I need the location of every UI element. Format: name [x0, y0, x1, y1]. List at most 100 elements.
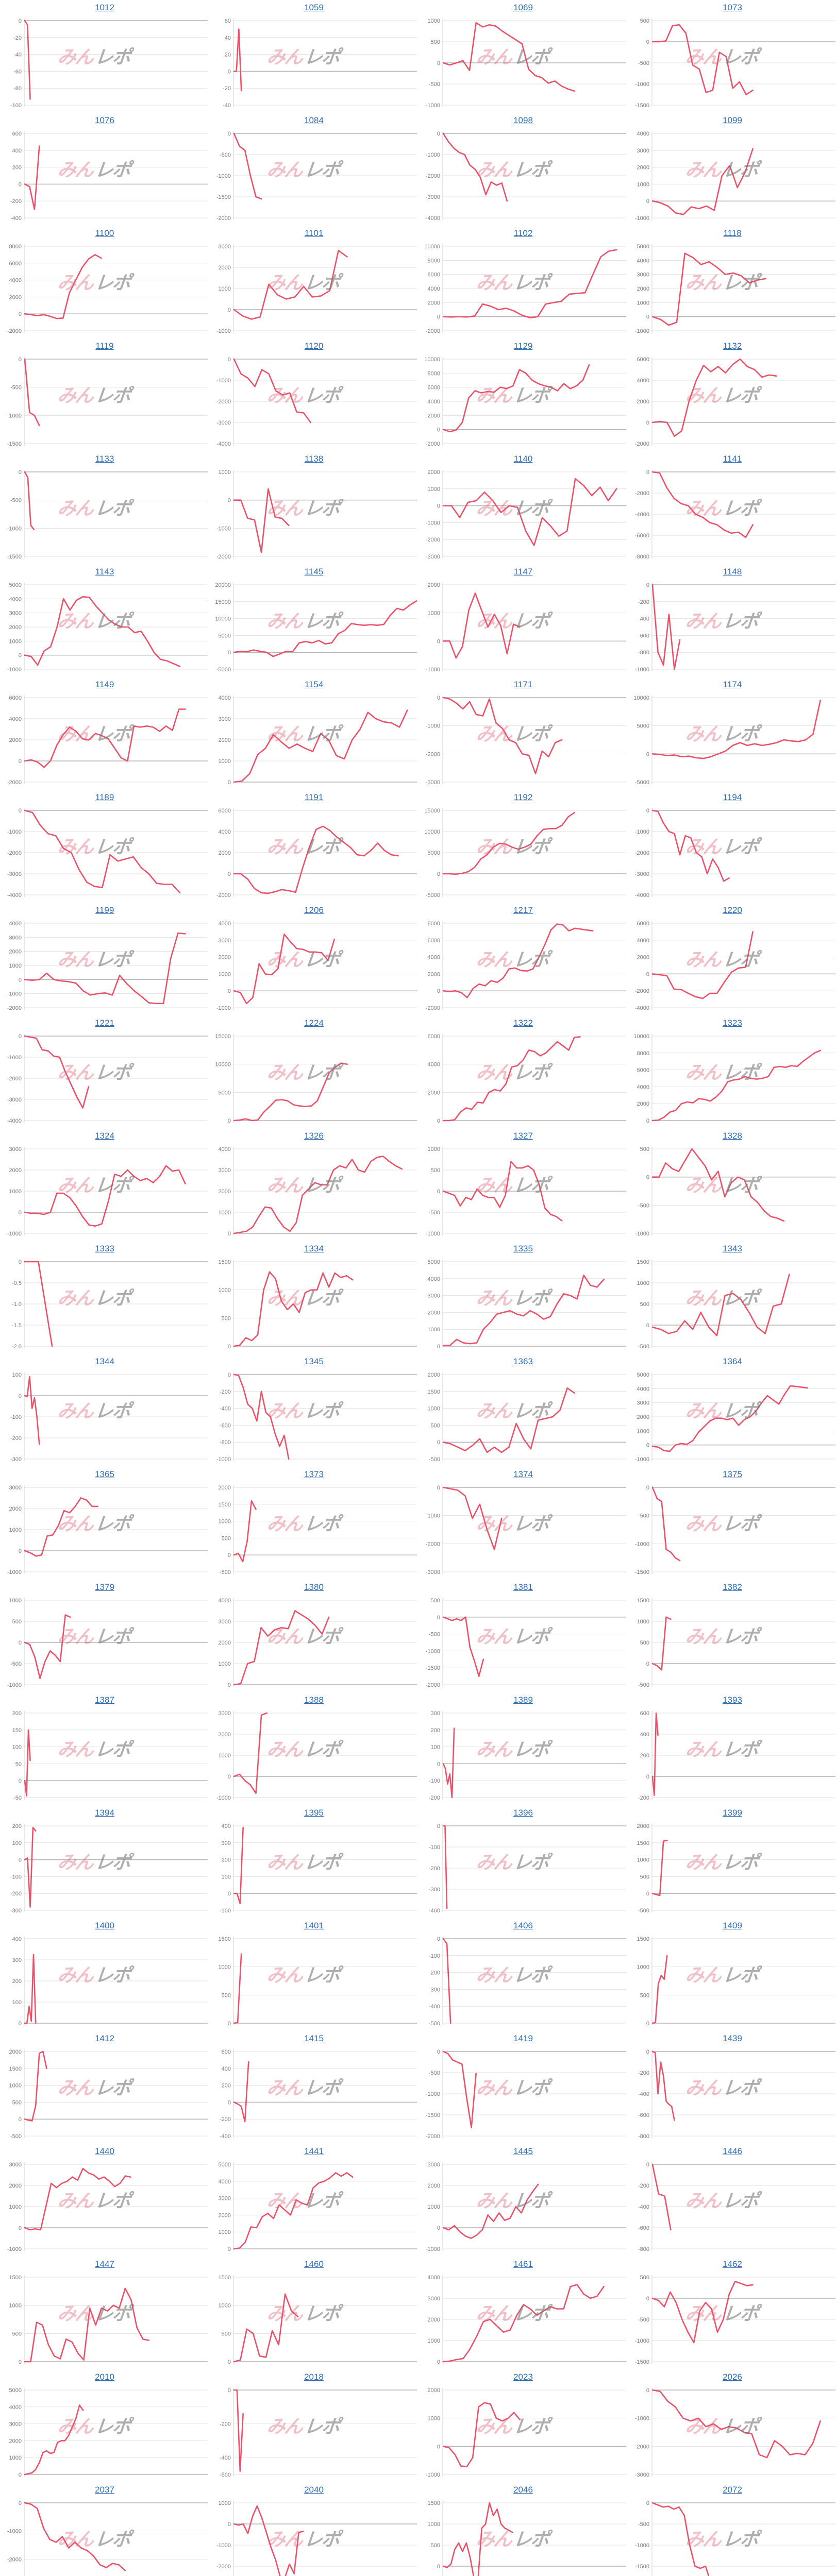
chart-title-link[interactable]: 1447	[95, 2259, 114, 2269]
chart-title-link[interactable]: 1148	[723, 567, 742, 577]
chart-title-link[interactable]: 1415	[304, 2033, 324, 2043]
chart-title-link[interactable]: 1073	[723, 3, 742, 12]
chart-title-link[interactable]: 1221	[95, 1018, 114, 1028]
chart-title-link[interactable]: 1373	[304, 1469, 324, 1479]
chart-title-link[interactable]: 2010	[95, 2372, 114, 2382]
chart-title-link[interactable]: 1400	[95, 1921, 114, 1930]
chart-title-link[interactable]: 2026	[723, 2372, 742, 2382]
chart-title-link[interactable]: 1409	[723, 1921, 742, 1930]
chart-title-link[interactable]: 2018	[304, 2372, 324, 2382]
chart-title-link[interactable]: 1460	[304, 2259, 324, 2269]
chart-title-link[interactable]: 1138	[304, 454, 324, 464]
chart-title-link[interactable]: 1102	[513, 228, 533, 238]
chart-title-link[interactable]: 1084	[304, 115, 324, 125]
chart-title-link[interactable]: 1322	[513, 1018, 533, 1028]
chart-title-link[interactable]: 1365	[95, 1469, 114, 1479]
chart-title-link[interactable]: 1439	[723, 2033, 742, 2043]
chart-title-link[interactable]: 1120	[304, 341, 324, 351]
chart-title-link[interactable]: 1394	[95, 1808, 114, 1818]
chart-title-link[interactable]: 1217	[513, 905, 533, 915]
chart-title-link[interactable]: 1171	[513, 680, 533, 689]
chart-title-link[interactable]: 1345	[304, 1357, 324, 1366]
chart-title-link[interactable]: 1154	[304, 680, 324, 689]
chart-title-link[interactable]: 1406	[513, 1921, 533, 1930]
chart-cell: 1389 300 200 100 0 -100 -200 みんレポ	[418, 1692, 628, 1805]
chart-title-link[interactable]: 1199	[95, 905, 114, 915]
chart-title-link[interactable]: 1324	[95, 1131, 114, 1141]
chart-title-link[interactable]: 1389	[513, 1695, 533, 1705]
chart-title-link[interactable]: 2037	[95, 2485, 114, 2495]
chart-title-link[interactable]: 1189	[95, 792, 114, 802]
chart-title-link[interactable]: 1224	[304, 1018, 324, 1028]
chart-title-link[interactable]: 1133	[95, 454, 114, 464]
chart-title-link[interactable]: 1375	[723, 1469, 742, 1479]
chart-title-link[interactable]: 1191	[304, 792, 324, 802]
y-tick-label: 0	[437, 427, 440, 433]
chart-title-link[interactable]: 1395	[304, 1808, 324, 1818]
chart-title-link[interactable]: 1132	[723, 341, 742, 351]
chart-title-link[interactable]: 1333	[95, 1244, 114, 1253]
chart-title-link[interactable]: 1445	[513, 2146, 533, 2156]
chart-title-link[interactable]: 1119	[95, 341, 114, 351]
chart-title-link[interactable]: 1446	[723, 2146, 742, 2156]
chart-title-link[interactable]: 1147	[513, 567, 533, 577]
chart-title-link[interactable]: 1140	[513, 454, 533, 464]
chart-title: 1419	[418, 2031, 628, 2045]
chart-title-link[interactable]: 1192	[513, 792, 533, 802]
chart-title-link[interactable]: 1143	[95, 567, 114, 577]
chart-title-link[interactable]: 1335	[513, 1244, 533, 1253]
chart-title-link[interactable]: 1461	[513, 2259, 533, 2269]
chart-title-link[interactable]: 1174	[723, 680, 742, 689]
chart-title-link[interactable]: 1194	[723, 792, 742, 802]
chart-title-link[interactable]: 1363	[513, 1357, 533, 1366]
chart-title-link[interactable]: 1334	[304, 1244, 324, 1253]
chart-title-link[interactable]: 1098	[513, 115, 533, 125]
y-tick-label: 2000	[219, 1640, 231, 1646]
chart-title-link[interactable]: 1012	[95, 3, 114, 12]
chart-title-link[interactable]: 1118	[723, 228, 742, 238]
chart-title-link[interactable]: 1328	[723, 1131, 742, 1141]
chart-title-link[interactable]: 1412	[95, 2033, 114, 2043]
chart-title-link[interactable]: 1099	[723, 115, 742, 125]
chart-title-link[interactable]: 1343	[723, 1244, 742, 1253]
chart-title-link[interactable]: 1380	[304, 1582, 324, 1592]
chart-title-link[interactable]: 1076	[95, 115, 114, 125]
chart-title-link[interactable]: 2040	[304, 2485, 324, 2495]
chart-title-link[interactable]: 1206	[304, 905, 324, 915]
chart-title-link[interactable]: 1379	[95, 1582, 114, 1592]
chart-title: 1399	[628, 1805, 837, 1819]
chart-title-link[interactable]: 1323	[723, 1018, 742, 1028]
chart-title-link[interactable]: 2046	[513, 2485, 533, 2495]
chart-title-link[interactable]: 1344	[95, 1357, 114, 1366]
chart-title-link[interactable]: 1393	[723, 1695, 742, 1705]
chart-title-link[interactable]: 1381	[513, 1582, 533, 1592]
chart-title-link[interactable]: 1441	[304, 2146, 324, 2156]
chart-title: 1102	[418, 226, 628, 240]
chart-title-link[interactable]: 2072	[723, 2485, 742, 2495]
chart-title-link[interactable]: 1440	[95, 2146, 114, 2156]
chart-title-link[interactable]: 1419	[513, 2033, 533, 2043]
chart-title-link[interactable]: 1387	[95, 1695, 114, 1705]
chart-title-link[interactable]: 1374	[513, 1469, 533, 1479]
chart-title-link[interactable]: 1364	[723, 1357, 742, 1366]
chart-title-link[interactable]: 1145	[304, 567, 324, 577]
chart-title-link[interactable]: 1149	[95, 680, 114, 689]
chart-title-link[interactable]: 1388	[304, 1695, 324, 1705]
chart-title-link[interactable]: 1399	[723, 1808, 742, 1818]
chart-title-link[interactable]: 1141	[723, 454, 742, 464]
chart-title-link[interactable]: 1059	[304, 3, 324, 12]
chart-title-link[interactable]: 1462	[723, 2259, 742, 2269]
chart-title-link[interactable]: 1401	[304, 1921, 324, 1930]
chart-title-link[interactable]: 1069	[513, 3, 533, 12]
chart-title-link[interactable]: 1327	[513, 1131, 533, 1141]
chart-title-link[interactable]: 1326	[304, 1131, 324, 1141]
chart-title-link[interactable]: 1382	[723, 1582, 742, 1592]
chart-title-link[interactable]: 2023	[513, 2372, 533, 2382]
chart-title-link[interactable]: 1396	[513, 1808, 533, 1818]
chart-area: 0 -100 -200 -300 -400 みんレポ	[418, 1819, 628, 1918]
chart-title-link[interactable]: 1101	[304, 228, 324, 238]
y-tick-label: -4000	[7, 1118, 22, 1124]
chart-title-link[interactable]: 1220	[723, 905, 742, 915]
chart-title-link[interactable]: 1100	[95, 228, 114, 238]
chart-title-link[interactable]: 1129	[513, 341, 533, 351]
